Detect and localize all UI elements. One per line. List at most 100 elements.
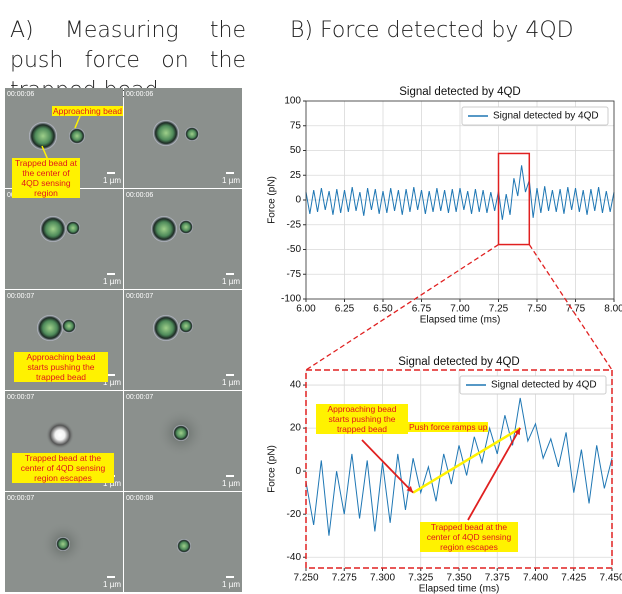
frame: 00:00:06 1 µm <box>124 189 242 289</box>
chart-title: Signal detected by 4QD <box>398 356 519 368</box>
chart-title: Signal detected by 4QD <box>399 86 520 98</box>
bead <box>29 122 57 150</box>
timestamp: 00:00:07 <box>7 293 34 300</box>
bead <box>40 216 66 242</box>
annotation: Approaching bead starts pushing the trap… <box>14 352 108 382</box>
bead <box>179 220 193 234</box>
arrow <box>467 427 521 521</box>
x-tick-label: 7.375 <box>485 573 510 584</box>
scale-bar <box>226 172 234 174</box>
x-tick-label: 6.75 <box>412 304 432 315</box>
y-tick-label: -50 <box>287 244 302 255</box>
scale-label: 1 µm <box>103 580 121 589</box>
bead <box>69 128 85 144</box>
x-tick-label: 7.300 <box>370 573 395 584</box>
arrow-head <box>406 486 414 493</box>
x-tick-label: 7.00 <box>450 304 470 315</box>
scale-bar <box>107 374 115 376</box>
y-tick-label: -20 <box>287 509 302 520</box>
zoom-box <box>497 152 531 246</box>
x-tick-label: 6.50 <box>373 304 393 315</box>
annotation: Approaching bead <box>52 106 124 116</box>
bead <box>153 315 179 341</box>
y-axis-label: Force (pN) <box>267 176 278 224</box>
x-tick-label: 7.450 <box>599 573 622 584</box>
y-tick-label: 100 <box>284 96 301 107</box>
scale-label: 1 µm <box>103 479 121 488</box>
pointer <box>74 115 81 129</box>
timestamp: 00:00:06 <box>126 192 153 199</box>
timestamp: 00:00:07 <box>7 394 34 401</box>
x-tick-label: 7.350 <box>446 573 471 584</box>
x-axis-label: Elapsed time (ms) <box>420 315 501 326</box>
y-tick-label: 0 <box>295 466 301 477</box>
x-axis-label: Elapsed time (ms) <box>419 584 500 594</box>
annotation: Trapped bead at the center of 4QD sensin… <box>12 453 114 483</box>
timestamp: 00:00:07 <box>126 394 153 401</box>
x-tick-label: 7.75 <box>566 304 586 315</box>
x-tick-label: 7.325 <box>408 573 433 584</box>
bead <box>46 421 74 449</box>
signal-line <box>305 165 615 220</box>
y-axis-label: Force (pN) <box>267 445 278 493</box>
timestamp: 00:00:07 <box>7 495 34 502</box>
timestamp: 00:00:06 <box>126 91 153 98</box>
scale-bar <box>226 576 234 578</box>
scale-bar <box>226 273 234 275</box>
x-tick-label: 7.425 <box>561 573 586 584</box>
x-tick-label: 7.275 <box>332 573 357 584</box>
frame-image <box>124 189 242 289</box>
scale-label: 1 µm <box>222 378 240 387</box>
scale-bar <box>107 273 115 275</box>
scale-label: 1 µm <box>222 580 240 589</box>
scale-bar <box>107 172 115 174</box>
frame: 00:00:061 µm <box>5 189 123 289</box>
annotation: Approaching bead starts pushing the trap… <box>316 404 408 434</box>
scale-label: 1 µm <box>222 176 240 185</box>
y-tick-label: 20 <box>290 423 302 434</box>
timestamp: 00:00:06 <box>7 91 34 98</box>
bead <box>179 319 193 333</box>
annotation: Trapped bead at the center of 4QD sensin… <box>420 522 518 552</box>
scale-bar <box>226 374 234 376</box>
frame: 00:00:07 1 µm <box>5 492 123 592</box>
plot-frame <box>305 369 613 569</box>
x-tick-label: 7.400 <box>523 573 548 584</box>
scale-label: 1 µm <box>103 176 121 185</box>
y-tick-label: 50 <box>290 145 302 156</box>
bead <box>56 537 70 551</box>
y-tick-label: -75 <box>287 269 302 280</box>
annotation: Trapped bead at the center of 4QD sensin… <box>12 158 80 198</box>
frame: 00:00:07 1 µm <box>124 391 242 491</box>
legend-label: Signal detected by 4QD <box>491 380 597 391</box>
x-tick-label: 7.250 <box>293 573 318 584</box>
y-tick-label: -40 <box>287 552 302 563</box>
signal-line <box>305 397 613 536</box>
bead <box>151 216 177 242</box>
legend-box <box>461 106 609 126</box>
scale-bar <box>107 576 115 578</box>
scale-label: 1 µm <box>222 277 240 286</box>
x-tick-label: 6.00 <box>296 304 316 315</box>
scale-label: 1 µm <box>222 479 240 488</box>
timestamp: 00:00:07 <box>126 293 153 300</box>
x-tick-label: 8.00 <box>604 304 622 315</box>
bead <box>153 120 179 146</box>
y-tick-label: -100 <box>281 294 301 305</box>
zoom-connector <box>528 244 613 371</box>
ramp-line <box>412 427 521 494</box>
bead <box>62 319 76 333</box>
pointer <box>41 145 49 161</box>
bead <box>66 221 80 235</box>
y-tick-label: 40 <box>290 380 302 391</box>
annotation: Push force ramps up <box>408 422 489 432</box>
arrow <box>361 439 414 494</box>
y-tick-label: 0 <box>295 195 301 206</box>
frame: 00:00:06 1 µm <box>124 88 242 188</box>
x-tick-label: 7.50 <box>527 304 547 315</box>
scale-label: 1 µm <box>103 378 121 387</box>
arrow-head <box>514 428 521 436</box>
bead <box>177 539 191 553</box>
